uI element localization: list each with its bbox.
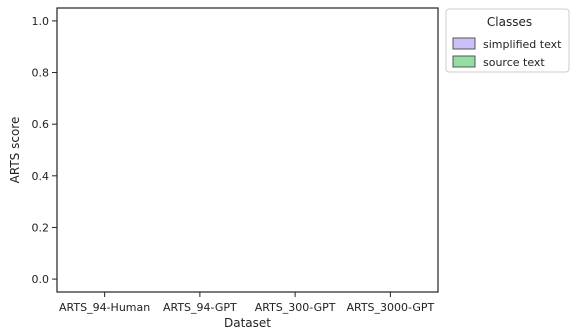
legend-frame bbox=[445, 8, 570, 73]
y-tick-label: 0.0 bbox=[32, 273, 50, 286]
x-tick-label: ARTS_3000-GPT bbox=[346, 301, 434, 314]
plot-frame bbox=[56, 7, 439, 293]
legend-label-simplified: simplified text bbox=[483, 38, 562, 51]
y-tick-label: 1.0 bbox=[32, 15, 50, 28]
legend-swatch-simplified bbox=[452, 37, 476, 50]
y-axis-title: ARTS score bbox=[8, 117, 22, 184]
y-tick-label: 0.8 bbox=[32, 67, 50, 80]
x-axis-title: Dataset bbox=[224, 316, 271, 330]
x-tick-label: ARTS_94-Human bbox=[59, 301, 150, 314]
x-tick-label: ARTS_300-GPT bbox=[255, 301, 336, 314]
legend-label-source: source text bbox=[483, 56, 545, 69]
legend: Classes simplified text source text bbox=[445, 8, 570, 73]
axes: 0.0 0.2 0.4 0.6 0.8 1.0 ARTS_94-Human ARTS_94-G… bbox=[32, 7, 439, 314]
legend-swatch-source bbox=[452, 55, 476, 68]
x-tick-label: ARTS_94-GPT bbox=[163, 301, 237, 314]
y-tick-label: 0.4 bbox=[32, 170, 50, 183]
y-tick-label: 0.6 bbox=[32, 118, 50, 131]
y-tick-label: 0.2 bbox=[32, 221, 50, 234]
legend-title: Classes bbox=[487, 15, 532, 29]
